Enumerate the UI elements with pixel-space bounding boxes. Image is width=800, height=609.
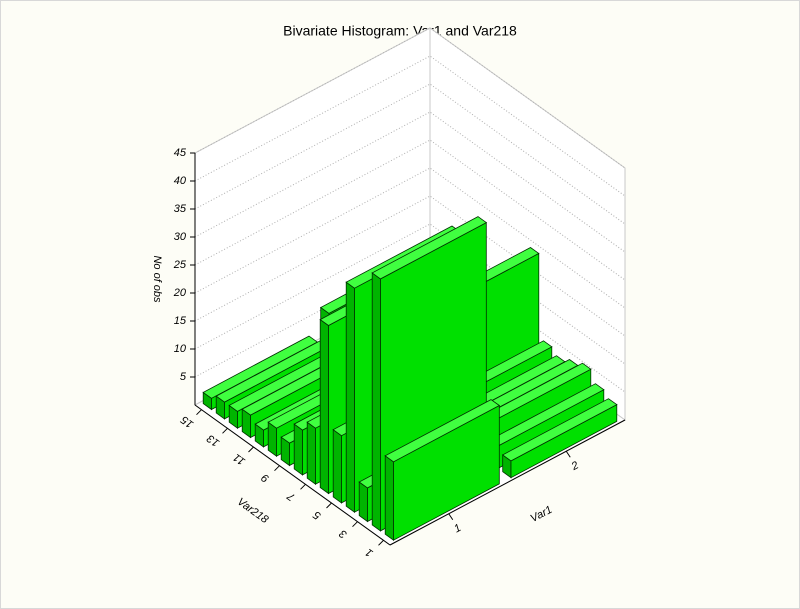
bar-side bbox=[358, 481, 368, 523]
x-tick-label: 1 bbox=[452, 522, 463, 535]
grid-line bbox=[194, 195, 626, 337]
grid-line bbox=[194, 223, 626, 365]
z-tick-label: 30 bbox=[174, 231, 187, 243]
grid-line bbox=[194, 55, 626, 197]
y-tick-label: 11 bbox=[231, 451, 247, 467]
z-tick-label: 35 bbox=[174, 203, 187, 215]
bar-side bbox=[384, 455, 394, 541]
z-tick-label: 5 bbox=[180, 371, 187, 383]
x-axis bbox=[389, 419, 626, 546]
bar-side bbox=[345, 281, 355, 513]
z-tick-label: 20 bbox=[173, 287, 187, 299]
y-tick bbox=[300, 483, 306, 490]
z-tick-label: 25 bbox=[173, 259, 187, 271]
bar-side bbox=[293, 423, 303, 476]
x-tick bbox=[565, 450, 571, 458]
bar-top bbox=[501, 398, 618, 462]
y-tick bbox=[196, 409, 202, 416]
grid-line bbox=[194, 27, 626, 169]
bar-side bbox=[306, 421, 316, 485]
y-tick bbox=[326, 502, 332, 509]
grid-line bbox=[194, 111, 626, 253]
y-tick bbox=[248, 446, 254, 453]
z-tick-label: 15 bbox=[174, 315, 187, 327]
y-tick-label: 1 bbox=[363, 546, 375, 559]
bar-side bbox=[371, 272, 381, 532]
chart-title: Bivariate Histogram: Var1 and Var218 bbox=[283, 23, 517, 39]
bar-top bbox=[384, 399, 501, 463]
x-tick bbox=[448, 513, 454, 521]
bar-side bbox=[319, 318, 329, 495]
grid-line bbox=[194, 251, 626, 393]
bar bbox=[384, 399, 501, 541]
z-tick-label: 10 bbox=[174, 343, 187, 355]
y-tick-label: 9 bbox=[259, 471, 271, 484]
x-tick-label: 2 bbox=[569, 459, 581, 473]
y-tick bbox=[222, 427, 228, 434]
y-tick bbox=[378, 539, 384, 546]
y-tick bbox=[352, 521, 358, 528]
bar-side bbox=[332, 428, 342, 504]
z-axis-label: No of obs bbox=[151, 255, 163, 303]
z-tick-label: 45 bbox=[174, 147, 187, 159]
z-tick-label: 40 bbox=[174, 175, 187, 187]
y-tick bbox=[274, 465, 280, 472]
bar-top bbox=[371, 216, 488, 280]
grid-line bbox=[194, 167, 626, 309]
grid-line bbox=[194, 83, 626, 225]
grid-line bbox=[194, 139, 626, 281]
bar bbox=[501, 398, 618, 479]
